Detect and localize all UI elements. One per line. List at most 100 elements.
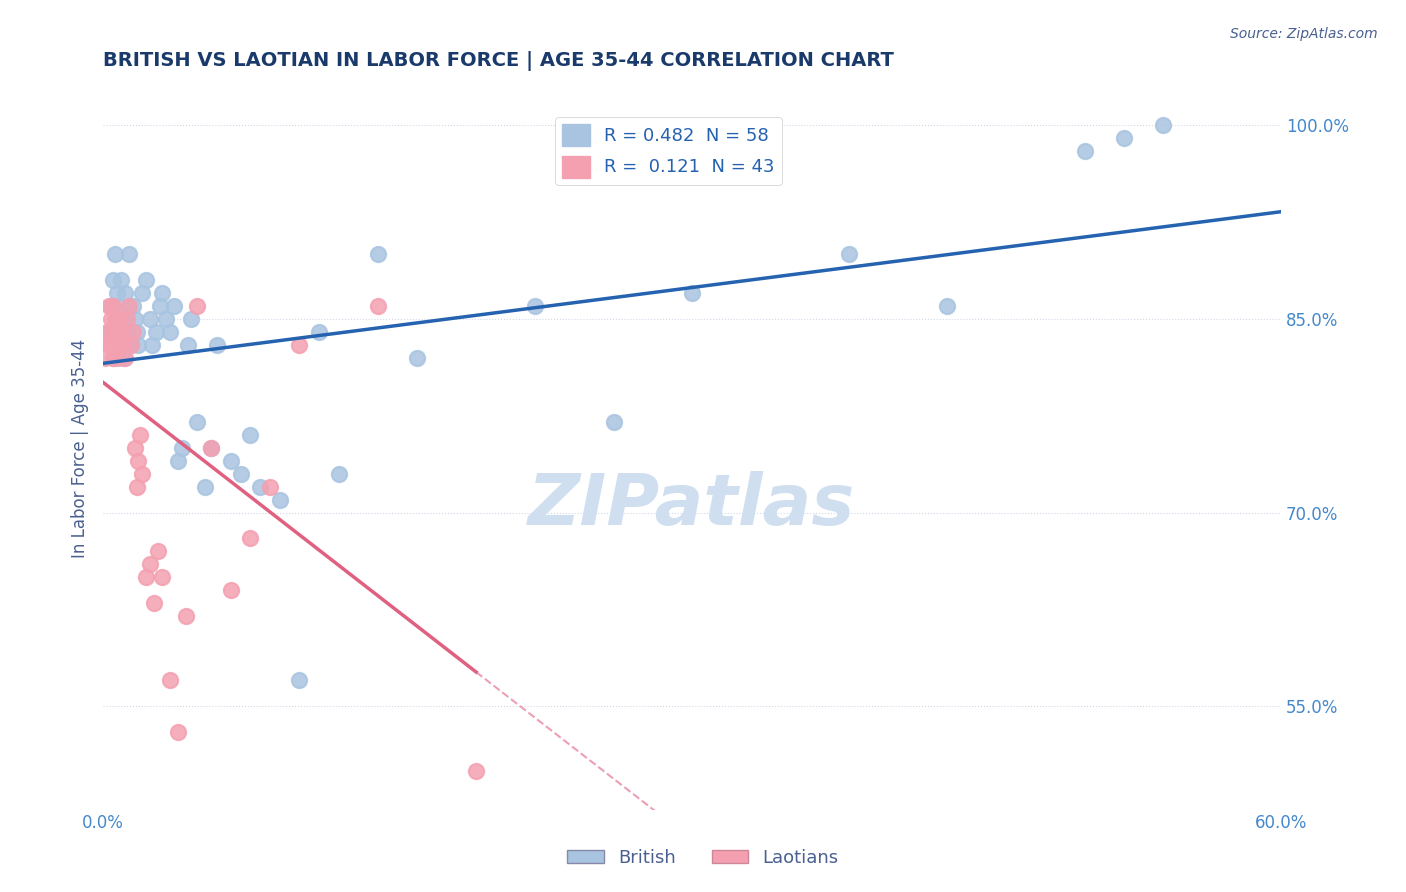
Point bbox=[194, 480, 217, 494]
Point bbox=[681, 286, 703, 301]
Point bbox=[105, 325, 128, 339]
Point bbox=[176, 337, 198, 351]
Point bbox=[465, 764, 488, 778]
Point bbox=[146, 544, 169, 558]
Point bbox=[115, 325, 138, 339]
Point bbox=[98, 299, 121, 313]
Point bbox=[239, 428, 262, 442]
Point bbox=[111, 351, 134, 365]
Point bbox=[104, 247, 127, 261]
Point bbox=[838, 247, 860, 261]
Point bbox=[125, 480, 148, 494]
Point bbox=[114, 351, 136, 365]
Point bbox=[104, 337, 127, 351]
Point bbox=[101, 351, 124, 365]
Point bbox=[104, 312, 127, 326]
Point bbox=[269, 492, 291, 507]
Point bbox=[1073, 144, 1095, 158]
Point bbox=[145, 325, 167, 339]
Point bbox=[124, 312, 146, 326]
Point bbox=[159, 325, 181, 339]
Point bbox=[127, 337, 149, 351]
Point bbox=[367, 299, 389, 313]
Point bbox=[105, 286, 128, 301]
Point bbox=[150, 286, 173, 301]
Point bbox=[110, 273, 132, 287]
Point bbox=[180, 312, 202, 326]
Point bbox=[186, 299, 208, 313]
Point bbox=[308, 325, 330, 339]
Point bbox=[121, 325, 143, 339]
Point bbox=[96, 325, 118, 339]
Point bbox=[219, 454, 242, 468]
Point bbox=[159, 673, 181, 688]
Text: Source: ZipAtlas.com: Source: ZipAtlas.com bbox=[1230, 27, 1378, 41]
Point bbox=[101, 273, 124, 287]
Point bbox=[139, 558, 162, 572]
Point bbox=[101, 299, 124, 313]
Point bbox=[150, 570, 173, 584]
Point bbox=[117, 247, 139, 261]
Point bbox=[127, 454, 149, 468]
Point bbox=[104, 337, 127, 351]
Point bbox=[200, 441, 222, 455]
Point bbox=[115, 312, 138, 326]
Point bbox=[249, 480, 271, 494]
Point bbox=[108, 337, 131, 351]
Point bbox=[936, 299, 959, 313]
Point bbox=[328, 467, 350, 481]
Point bbox=[131, 286, 153, 301]
Point bbox=[174, 608, 197, 623]
Point bbox=[170, 441, 193, 455]
Point bbox=[94, 351, 117, 365]
Point bbox=[166, 454, 188, 468]
Legend: British, Laotians: British, Laotians bbox=[560, 842, 846, 874]
Point bbox=[100, 312, 122, 326]
Point bbox=[219, 582, 242, 597]
Point bbox=[110, 337, 132, 351]
Point bbox=[98, 337, 121, 351]
Point bbox=[163, 299, 186, 313]
Point bbox=[117, 299, 139, 313]
Point bbox=[101, 351, 124, 365]
Point bbox=[135, 570, 157, 584]
Point bbox=[200, 441, 222, 455]
Point bbox=[406, 351, 429, 365]
Point bbox=[100, 337, 122, 351]
Point bbox=[101, 325, 124, 339]
Point bbox=[100, 299, 122, 313]
Point bbox=[367, 247, 389, 261]
Point bbox=[602, 415, 624, 429]
Point bbox=[166, 725, 188, 739]
Point bbox=[114, 286, 136, 301]
Point bbox=[120, 337, 142, 351]
Point bbox=[125, 325, 148, 339]
Point bbox=[288, 337, 311, 351]
Point bbox=[105, 312, 128, 326]
Point bbox=[110, 325, 132, 339]
Point bbox=[143, 596, 166, 610]
Point bbox=[121, 299, 143, 313]
Point bbox=[120, 337, 142, 351]
Point bbox=[259, 480, 281, 494]
Text: ZIPatlas: ZIPatlas bbox=[529, 471, 856, 541]
Point bbox=[124, 441, 146, 455]
Point bbox=[239, 532, 262, 546]
Point bbox=[524, 299, 547, 313]
Point bbox=[105, 351, 128, 365]
Point bbox=[135, 273, 157, 287]
Point bbox=[1152, 118, 1174, 132]
Point bbox=[98, 325, 121, 339]
Point bbox=[131, 467, 153, 481]
Point bbox=[205, 337, 228, 351]
Point bbox=[186, 415, 208, 429]
Legend: R = 0.482  N = 58, R =  0.121  N = 43: R = 0.482 N = 58, R = 0.121 N = 43 bbox=[555, 117, 782, 185]
Point bbox=[108, 299, 131, 313]
Point bbox=[155, 312, 177, 326]
Point bbox=[229, 467, 252, 481]
Point bbox=[108, 325, 131, 339]
Point bbox=[1112, 131, 1135, 145]
Text: BRITISH VS LAOTIAN IN LABOR FORCE | AGE 35-44 CORRELATION CHART: BRITISH VS LAOTIAN IN LABOR FORCE | AGE … bbox=[103, 51, 894, 70]
Y-axis label: In Labor Force | Age 35-44: In Labor Force | Age 35-44 bbox=[72, 338, 89, 558]
Point bbox=[288, 673, 311, 688]
